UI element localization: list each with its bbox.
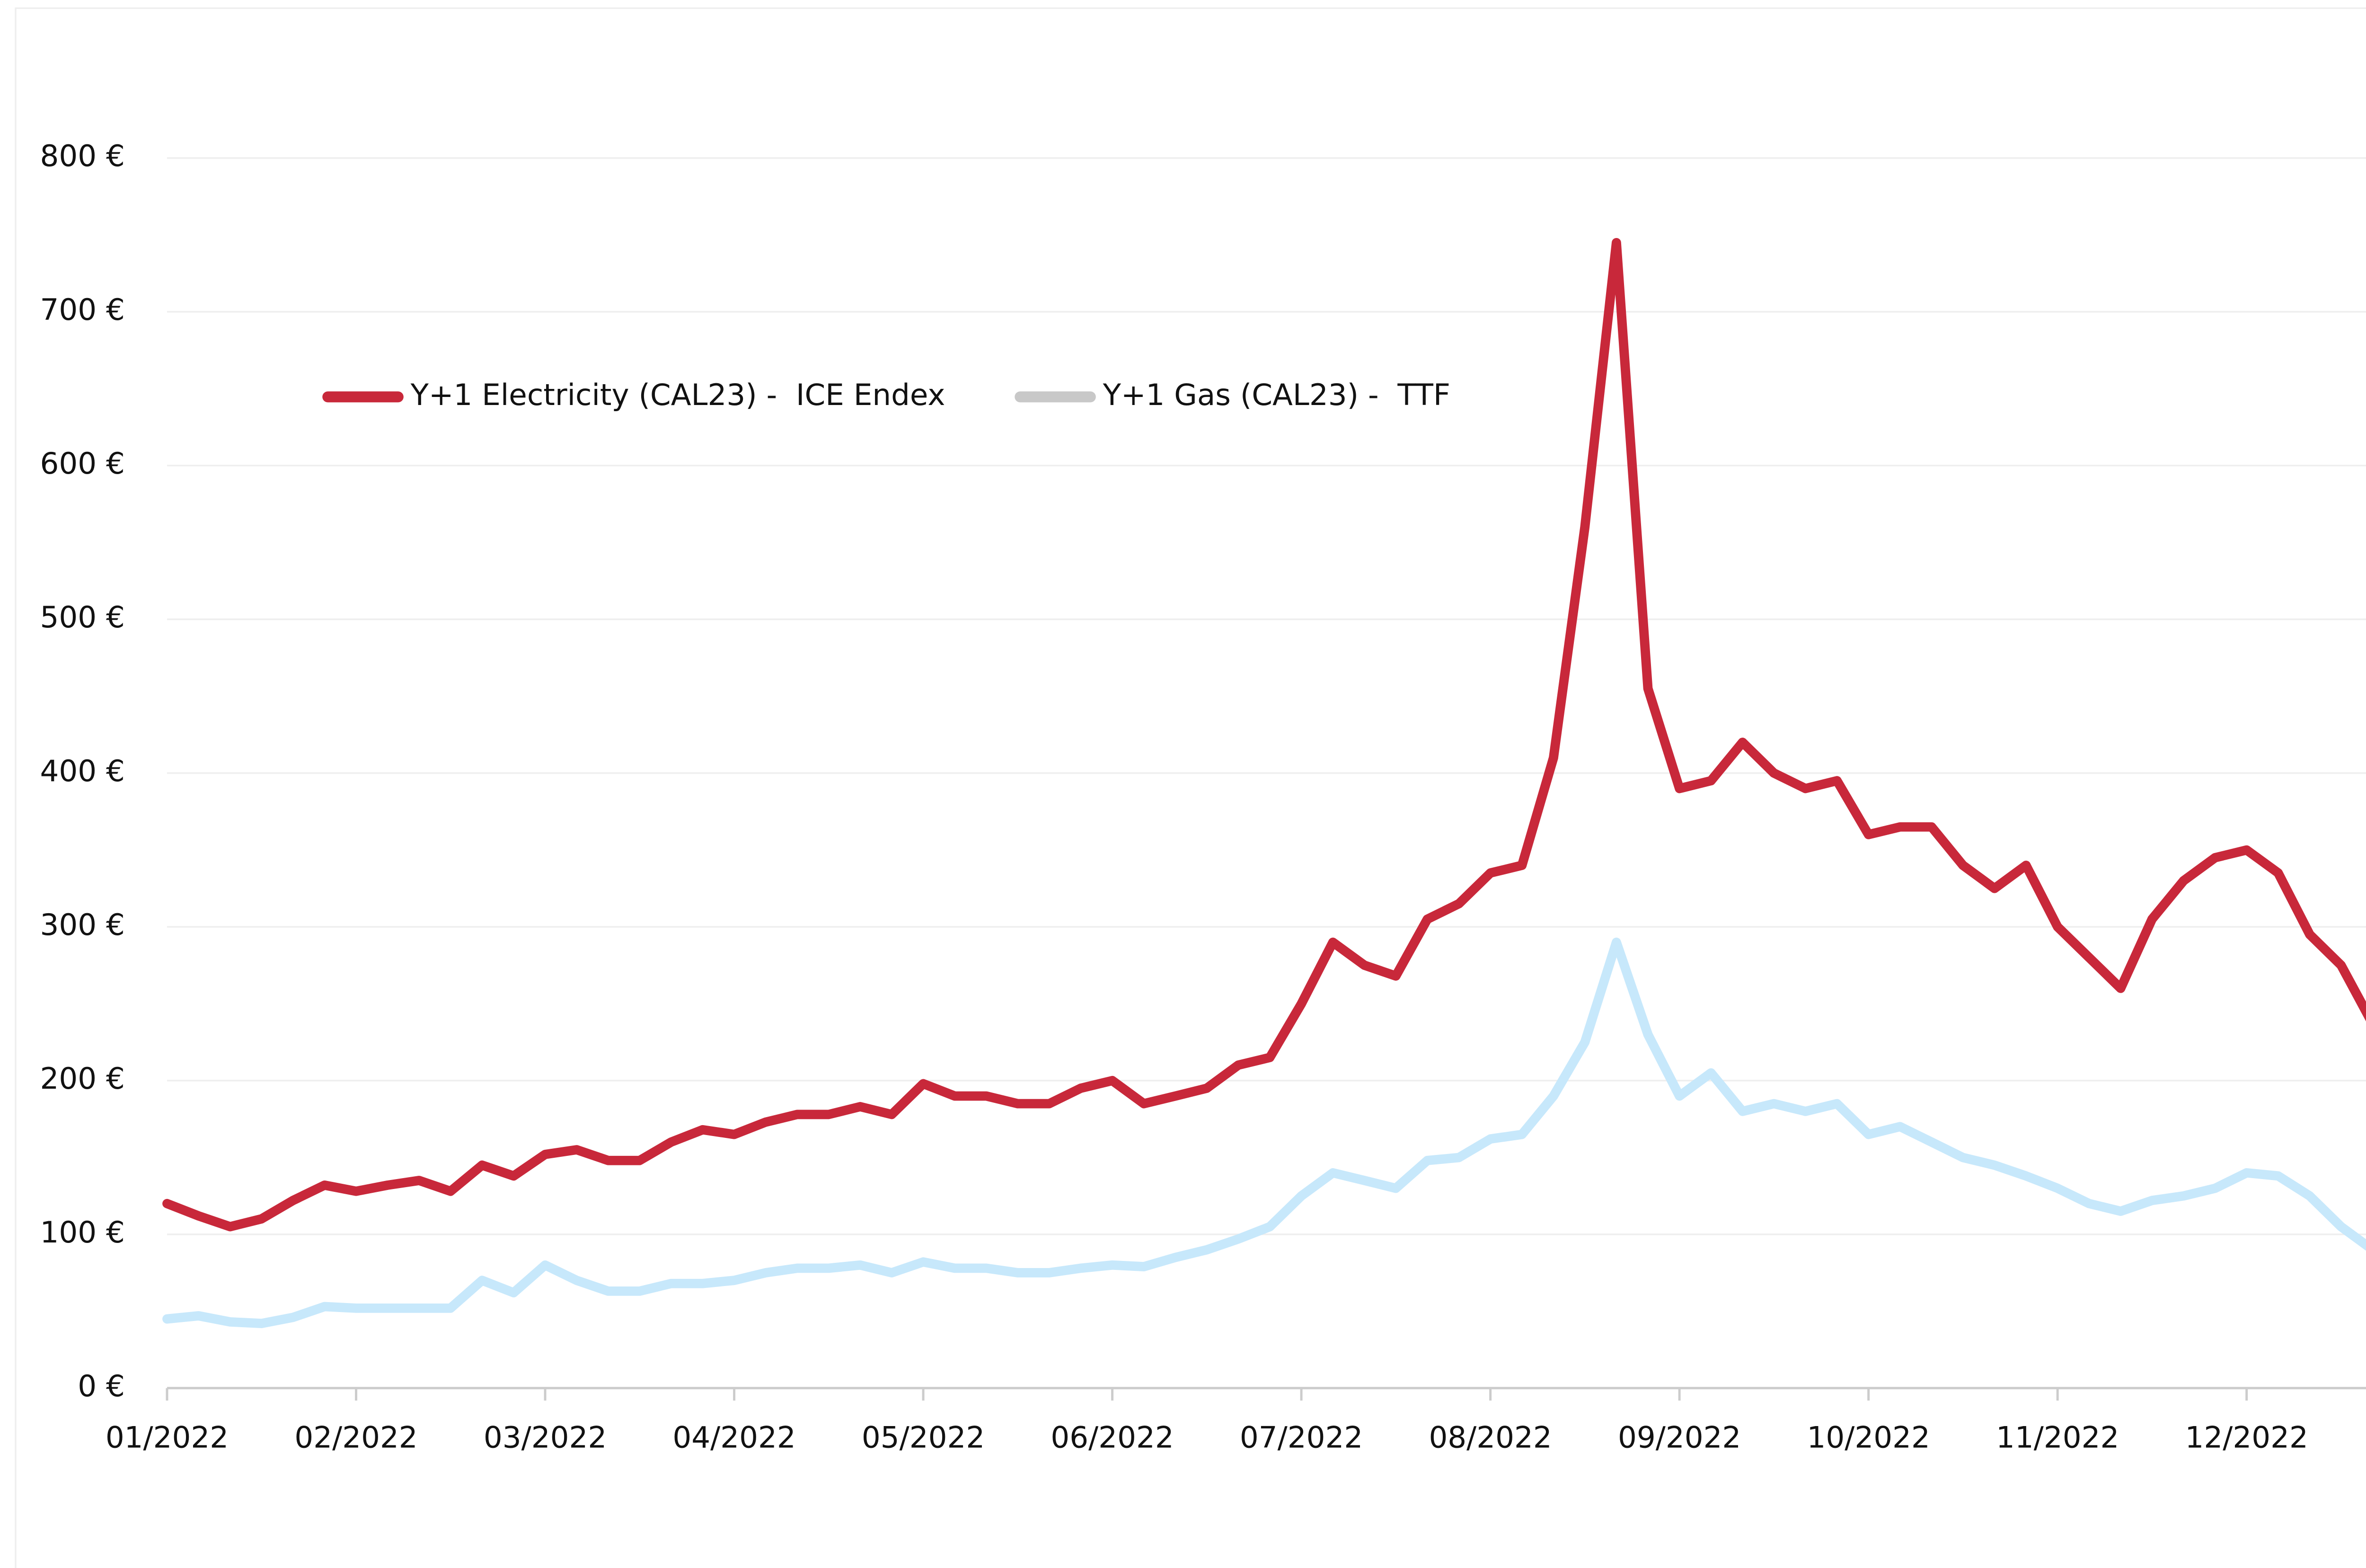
y-tick-label: 600 € bbox=[40, 446, 125, 481]
line-series bbox=[162, 238, 2366, 1232]
y-tick-label: 0 € bbox=[78, 1369, 125, 1403]
x-tick-label: 11/2022 bbox=[1996, 1420, 2119, 1455]
x-tick-label: 06/2022 bbox=[1051, 1420, 1174, 1455]
x-tick-label: 05/2022 bbox=[862, 1420, 985, 1455]
y-tick-label: 300 € bbox=[40, 907, 125, 942]
y-tick-label: 400 € bbox=[40, 754, 125, 788]
x-tick-label: 01/2022 bbox=[106, 1420, 229, 1455]
y-tick-label: 700 € bbox=[40, 292, 125, 327]
card bbox=[15, 7, 2366, 1568]
line-series bbox=[162, 937, 2366, 1329]
x-tick-label: 03/2022 bbox=[484, 1420, 607, 1455]
x-tick-label: 07/2022 bbox=[1240, 1420, 1363, 1455]
x-tick-label: 09/2022 bbox=[1618, 1420, 1741, 1455]
x-tick-label: 10/2022 bbox=[1807, 1420, 1930, 1455]
x-tick-label: 12/2022 bbox=[2185, 1420, 2308, 1455]
legend-label: Y+1 Gas (CAL23) - TTF bbox=[1103, 378, 1450, 412]
x-tick-label: 02/2022 bbox=[294, 1420, 417, 1455]
x-tick-label: 08/2022 bbox=[1429, 1420, 1552, 1455]
y-tick-label: 800 € bbox=[40, 139, 125, 173]
legend-label: Y+1 Electricity (CAL23) - ICE Endex bbox=[410, 378, 945, 412]
y-tick-label: 500 € bbox=[40, 600, 125, 634]
y-tick-label: 200 € bbox=[40, 1061, 125, 1096]
x-tick-label: 04/2022 bbox=[672, 1420, 795, 1455]
y-tick-label: 100 € bbox=[40, 1215, 125, 1250]
